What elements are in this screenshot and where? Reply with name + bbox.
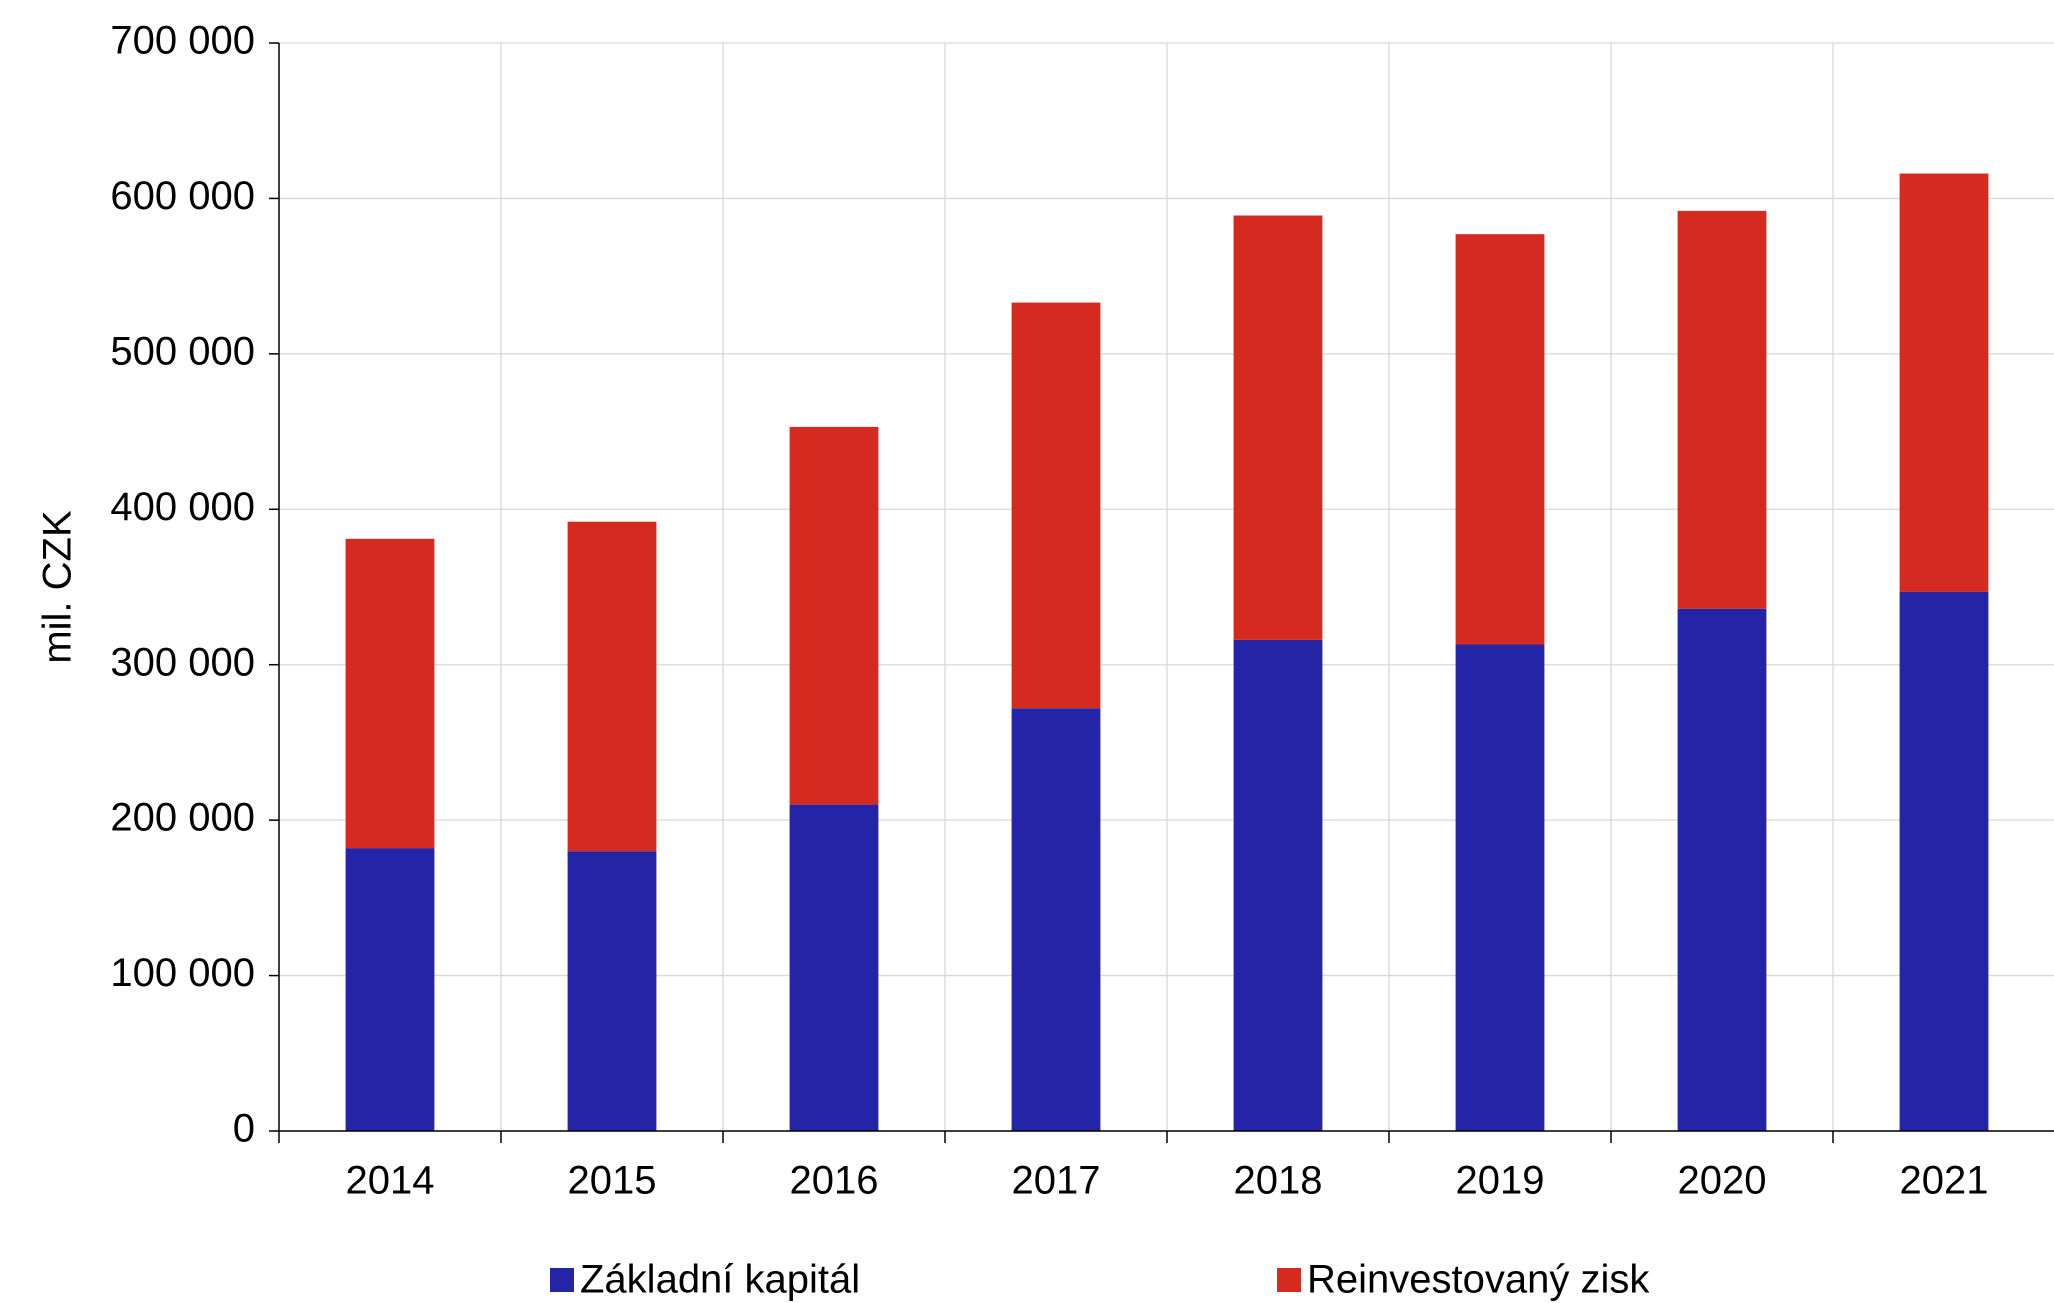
- legend-label: Reinvestovaný zisk: [1307, 1258, 1650, 1302]
- x-tick-label: 2016: [790, 1159, 879, 1203]
- bar-segment: [1899, 591, 1989, 1131]
- legend-swatch: [550, 1268, 574, 1292]
- x-tick-label: 2021: [1900, 1159, 1989, 1203]
- legend-swatch: [1277, 1268, 1301, 1292]
- y-tick-label: 500 000: [110, 329, 255, 373]
- y-axis-label: mil. CZK: [36, 510, 80, 664]
- bar-segment: [567, 521, 657, 852]
- bar-segment: [567, 851, 657, 1131]
- bar-segment: [1233, 639, 1323, 1131]
- legend-label: Základní kapitál: [580, 1258, 860, 1302]
- bar-segment: [789, 804, 879, 1131]
- bar-segment: [345, 848, 435, 1131]
- y-tick-label: 200 000: [110, 796, 255, 840]
- y-tick-label: 700 000: [110, 19, 255, 63]
- bar-segment: [345, 538, 435, 849]
- x-tick-label: 2018: [1234, 1159, 1323, 1203]
- x-tick-label: 2017: [1012, 1159, 1101, 1203]
- x-tick-label: 2014: [346, 1159, 435, 1203]
- bar-segment: [1011, 302, 1101, 709]
- y-tick-label: 0: [233, 1107, 255, 1151]
- bar-segment: [1011, 708, 1101, 1131]
- y-tick-label: 300 000: [110, 640, 255, 684]
- x-tick-label: 2019: [1456, 1159, 1545, 1203]
- x-tick-label: 2015: [568, 1159, 657, 1203]
- bar-segment: [1677, 210, 1767, 609]
- x-tick-label: 2020: [1678, 1159, 1767, 1203]
- bar-segment: [1455, 234, 1545, 645]
- bar-segment: [789, 426, 879, 805]
- bar-segment: [1677, 608, 1767, 1131]
- bar-segment: [1455, 644, 1545, 1131]
- y-tick-label: 100 000: [110, 951, 255, 995]
- y-tick-label: 400 000: [110, 485, 255, 529]
- y-tick-label: 600 000: [110, 174, 255, 218]
- bar-segment: [1233, 215, 1323, 640]
- bar-segment: [1899, 173, 1989, 592]
